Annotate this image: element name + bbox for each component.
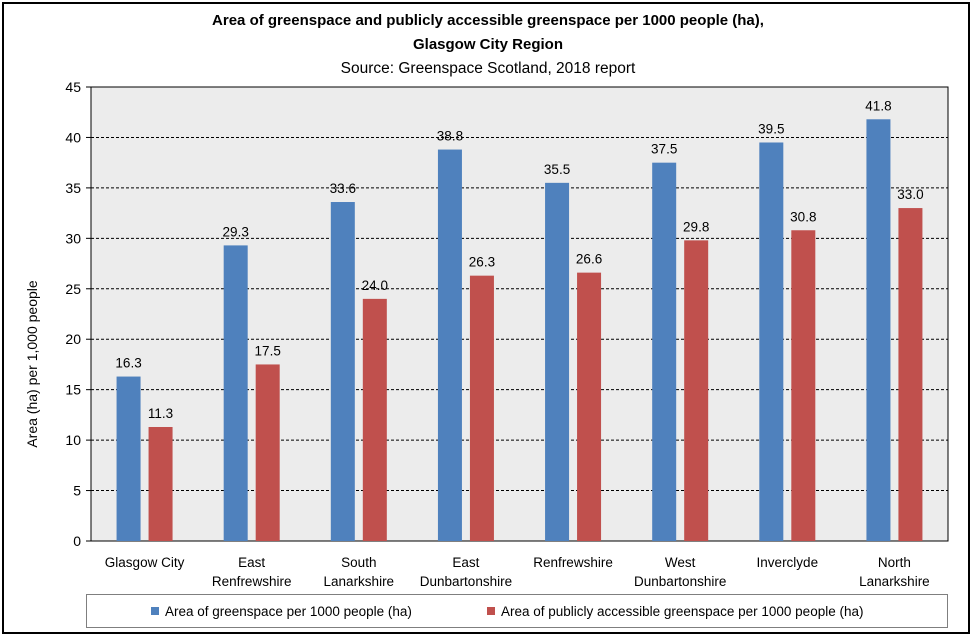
data-label: 33.6 — [330, 181, 356, 196]
y-tick-label: 5 — [73, 483, 81, 499]
legend-item-greenspace: Area of greenspace per 1000 people (ha) — [151, 604, 412, 619]
bar-series-1 — [684, 240, 709, 541]
data-label: 41.8 — [865, 98, 891, 113]
plot-area — [90, 86, 949, 542]
chart-title-line-1: Area of greenspace and publicly accessib… — [212, 12, 764, 29]
data-label: 38.8 — [437, 129, 463, 144]
data-label: 11.3 — [148, 406, 173, 421]
y-tick-label: 15 — [65, 382, 81, 398]
y-tick-label: 45 — [65, 79, 81, 95]
bar-series-1 — [148, 426, 173, 541]
bar-series-1 — [469, 275, 494, 541]
y-tick-label: 35 — [65, 180, 81, 196]
y-tick-label: 25 — [65, 281, 81, 297]
chart-subtitle: Source: Greenspace Scotland, 2018 report — [340, 60, 636, 77]
x-category-label: Lanarkshire — [324, 574, 395, 589]
x-category-label: Dunbartonshire — [420, 574, 512, 589]
data-label: 17.5 — [255, 343, 281, 358]
data-label: 37.5 — [651, 142, 677, 157]
bar-series-0 — [116, 376, 141, 541]
data-label: 30.8 — [790, 209, 816, 224]
data-label: 29.3 — [223, 224, 249, 239]
x-category-label: East — [238, 555, 265, 570]
bar-series-0 — [437, 149, 462, 541]
legend-label-greenspace: Area of greenspace per 1000 people (ha) — [165, 603, 412, 619]
bar-series-1 — [898, 208, 923, 542]
bar-series-1 — [255, 364, 280, 541]
bar-series-1 — [362, 298, 387, 541]
legend-swatch-greenspace — [151, 607, 159, 615]
y-tick-label: 0 — [73, 533, 81, 549]
y-axis-label: Area (ha) per 1,000 people — [24, 280, 40, 448]
data-label: 24.0 — [362, 278, 388, 293]
x-category-label: Dunbartonshire — [634, 574, 726, 589]
y-tick-label: 40 — [65, 129, 81, 145]
x-category-label: Renfrewshire — [212, 574, 292, 589]
data-label: 29.8 — [683, 219, 709, 234]
legend-item-accessible-greenspace: Area of publicly accessible greenspace p… — [487, 604, 863, 619]
data-label: 33.0 — [897, 187, 923, 202]
data-label: 35.5 — [544, 162, 570, 177]
bar-series-0 — [223, 245, 248, 541]
data-label: 39.5 — [758, 121, 784, 136]
data-label: 16.3 — [115, 356, 141, 371]
bar-series-1 — [577, 272, 602, 541]
x-category-label: Renfrewshire — [533, 555, 613, 570]
x-category-label: Inverclyde — [757, 555, 819, 570]
x-category-label: West — [665, 555, 696, 570]
bar-series-0 — [866, 119, 891, 541]
bar-series-1 — [791, 230, 816, 542]
chart-legend: Area of greenspace per 1000 people (ha) … — [86, 594, 948, 628]
data-label: 26.3 — [469, 255, 495, 270]
y-tick-label: 30 — [65, 230, 81, 246]
x-category-label: North — [878, 555, 911, 570]
y-tick-label: 10 — [65, 432, 81, 448]
bar-series-0 — [330, 202, 355, 541]
bar-series-0 — [759, 142, 784, 541]
data-label: 26.6 — [576, 252, 602, 267]
y-tick-label: 20 — [65, 331, 81, 347]
legend-swatch-accessible-greenspace — [487, 607, 495, 615]
chart-title-line-2: Glasgow City Region — [412, 36, 563, 53]
x-category-label: South — [341, 555, 376, 570]
legend-label-accessible-greenspace: Area of publicly accessible greenspace p… — [501, 603, 864, 619]
bar-series-0 — [545, 182, 570, 541]
x-category-label: Lanarkshire — [859, 574, 930, 589]
x-category-label: Glasgow City — [105, 555, 185, 570]
x-category-label: East — [452, 555, 479, 570]
bar-series-0 — [652, 162, 677, 541]
